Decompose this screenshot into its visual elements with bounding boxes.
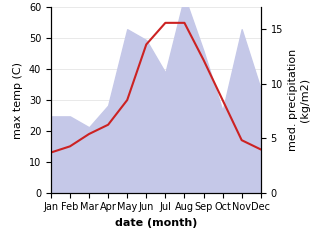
X-axis label: date (month): date (month) (114, 218, 197, 228)
Y-axis label: med. precipitation
(kg/m2): med. precipitation (kg/m2) (288, 49, 310, 151)
Y-axis label: max temp (C): max temp (C) (13, 62, 23, 139)
